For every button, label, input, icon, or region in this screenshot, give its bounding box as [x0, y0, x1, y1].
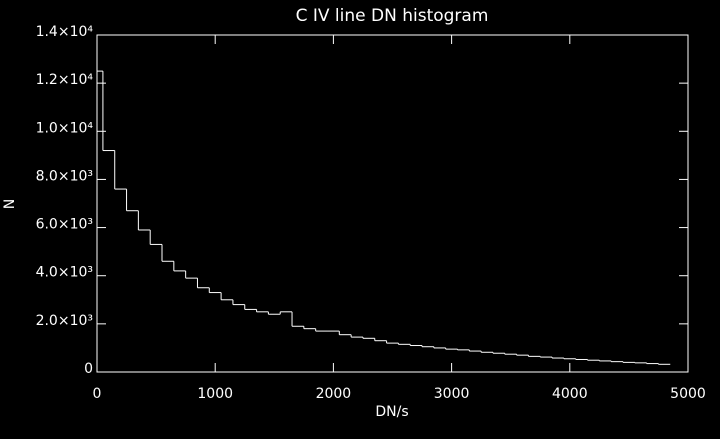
y-tick-label: 6.0×10³ — [36, 217, 93, 233]
y-tick-label: 1.2×10⁴ — [36, 72, 94, 88]
y-tick-label: 0 — [84, 361, 93, 377]
y-tick-label: 2.0×10³ — [36, 313, 93, 329]
x-tick-label: 0 — [93, 386, 102, 402]
x-tick-label: 3000 — [434, 386, 470, 402]
x-tick-label: 2000 — [316, 386, 352, 402]
x-tick-label: 5000 — [670, 386, 706, 402]
y-tick-label: 8.0×10³ — [36, 168, 93, 184]
chart-title: C IV line DN histogram — [296, 6, 489, 26]
y-axis-label: N — [2, 199, 18, 209]
x-tick-label: 1000 — [197, 386, 233, 402]
y-tick-label: 1.4×10⁴ — [36, 24, 94, 40]
plot-frame — [96, 34, 689, 373]
x-axis-label: DN/s — [375, 404, 408, 420]
x-tick-label: 4000 — [552, 386, 588, 402]
y-tick-label: 1.0×10⁴ — [36, 120, 94, 136]
y-tick-label: 4.0×10³ — [36, 265, 93, 281]
